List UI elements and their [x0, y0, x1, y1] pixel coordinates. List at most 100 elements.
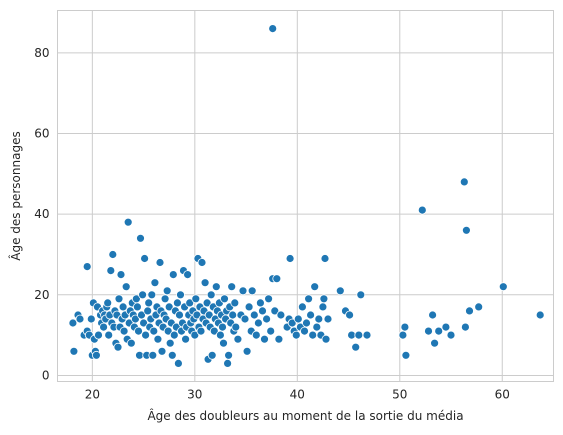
data-point	[184, 271, 192, 279]
data-point	[311, 283, 319, 291]
data-point	[169, 271, 177, 279]
data-point	[357, 291, 365, 299]
data-point	[263, 315, 271, 323]
data-point	[324, 315, 332, 323]
data-point	[321, 255, 329, 263]
data-point	[267, 327, 275, 335]
data-point	[250, 311, 258, 319]
data-point	[182, 335, 190, 343]
data-point	[95, 331, 103, 339]
data-point	[435, 327, 443, 335]
data-point	[212, 283, 220, 291]
data-point	[142, 331, 150, 339]
data-point	[104, 299, 112, 307]
data-point	[447, 331, 455, 339]
data-point	[197, 327, 205, 335]
data-point	[245, 303, 253, 311]
data-point	[166, 339, 174, 347]
data-point	[158, 347, 166, 355]
data-point	[275, 335, 283, 343]
data-point	[221, 295, 229, 303]
data-point	[135, 327, 143, 335]
data-point	[114, 343, 122, 351]
data-point	[161, 295, 169, 303]
data-point	[363, 331, 371, 339]
data-point	[256, 299, 264, 307]
data-point	[265, 295, 273, 303]
y-tick-label: 80	[34, 46, 49, 60]
data-point	[352, 343, 360, 351]
data-point	[100, 323, 108, 331]
data-point	[241, 315, 249, 323]
data-point	[294, 315, 302, 323]
data-point	[431, 339, 439, 347]
data-point	[228, 283, 236, 291]
data-point	[207, 291, 215, 299]
data-point	[225, 351, 233, 359]
data-point	[346, 311, 354, 319]
x-tick-label: 30	[187, 388, 202, 402]
data-point	[499, 283, 507, 291]
data-point	[402, 351, 410, 359]
data-point	[124, 218, 132, 226]
data-point	[442, 323, 450, 331]
data-point	[336, 287, 344, 295]
data-points	[69, 25, 544, 368]
data-point	[229, 311, 237, 319]
data-point	[87, 315, 95, 323]
data-point	[292, 331, 300, 339]
data-point	[133, 303, 141, 311]
data-point	[277, 311, 285, 319]
data-point	[425, 327, 433, 335]
data-point	[149, 351, 157, 359]
data-point	[117, 271, 125, 279]
data-point	[115, 295, 123, 303]
data-point	[176, 311, 184, 319]
data-point	[148, 291, 156, 299]
data-point	[107, 267, 115, 275]
data-point	[252, 331, 260, 339]
data-point	[192, 295, 200, 303]
data-point	[254, 319, 262, 327]
data-point	[173, 299, 181, 307]
data-point	[322, 335, 330, 343]
data-point	[174, 359, 182, 367]
y-tick-label: 0	[42, 368, 50, 382]
data-point	[201, 279, 209, 287]
data-point	[137, 234, 145, 242]
y-tick-label: 20	[34, 288, 49, 302]
data-point	[163, 287, 171, 295]
y-axis-label: Âge des personnages	[8, 131, 23, 260]
data-point	[177, 291, 185, 299]
x-tick-label: 50	[392, 388, 407, 402]
data-point	[243, 347, 251, 355]
x-axis-ticks: 20 30 40 50 60	[85, 388, 510, 402]
data-point	[219, 323, 227, 331]
x-axis-label: Âge des doubleurs au moment de la sortie…	[147, 408, 463, 423]
data-point	[122, 283, 130, 291]
data-point	[109, 251, 117, 259]
data-point	[301, 327, 309, 335]
data-point	[120, 327, 128, 335]
data-point	[83, 263, 91, 271]
data-point	[208, 351, 216, 359]
data-point	[150, 327, 158, 335]
data-point	[156, 259, 164, 267]
data-point	[234, 335, 242, 343]
data-point	[313, 323, 321, 331]
data-point	[315, 315, 323, 323]
data-point	[216, 331, 224, 339]
data-point	[399, 331, 407, 339]
data-point	[232, 323, 240, 331]
data-point	[92, 351, 100, 359]
data-point	[303, 319, 311, 327]
data-point	[119, 303, 127, 311]
data-point	[466, 307, 474, 315]
data-point	[231, 299, 239, 307]
data-point	[76, 315, 84, 323]
data-point	[144, 307, 152, 315]
data-point	[239, 287, 247, 295]
x-tick-label: 60	[495, 388, 510, 402]
data-point	[198, 259, 206, 267]
